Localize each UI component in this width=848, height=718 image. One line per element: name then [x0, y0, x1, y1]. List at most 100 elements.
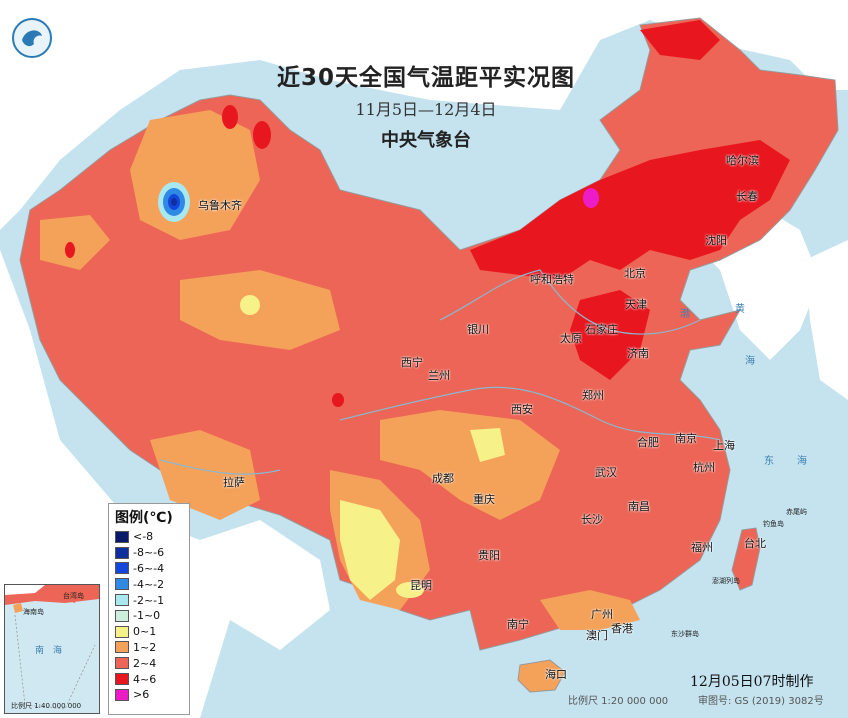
city-label: 福州 [691, 541, 713, 554]
legend-label: -8~-6 [133, 546, 165, 560]
sea-label: 渤 [680, 309, 690, 320]
legend-item: 2~4 [115, 655, 189, 671]
legend-label: 0~1 [133, 625, 157, 639]
inset-island-label: 台湾岛 [63, 592, 84, 600]
map-audit-number: 审图号: GS (2019) 3082号 [698, 696, 824, 707]
anomaly-4to6-regions [65, 20, 790, 407]
city-label: 南宁 [507, 618, 529, 631]
legend-label: 1~2 [133, 640, 157, 654]
japan-land [805, 240, 848, 400]
city-label: 香港 [611, 622, 633, 635]
legend-item: 4~6 [115, 671, 189, 687]
legend-swatch [115, 688, 129, 701]
city-label: 上海 [713, 439, 735, 452]
city-label: 济南 [627, 347, 649, 360]
legend-swatch [115, 594, 129, 607]
city-label: 南京 [675, 432, 697, 445]
city-label: 武汉 [595, 466, 617, 479]
city-label: 海口 [545, 668, 567, 681]
city-label: 成都 [432, 472, 454, 485]
city-label: 广州 [591, 608, 613, 621]
legend-swatch [115, 578, 129, 591]
legend-item: -2~-1 [115, 592, 189, 608]
city-label: 重庆 [473, 493, 495, 506]
inset-sea-label: 海 [53, 646, 63, 656]
legend-item: -8~-6 [115, 545, 189, 561]
anomaly-above6-region [583, 188, 599, 208]
city-label: 台北 [744, 537, 766, 550]
page-title: 近30天全国气温距平实况图 [276, 65, 575, 91]
legend-label: <-8 [133, 530, 154, 544]
city-label: 杭州 [693, 461, 715, 474]
legend-item: -6~-4 [115, 561, 189, 577]
legend-label: 2~4 [133, 656, 157, 670]
inset-map [5, 585, 99, 713]
legend-label: -4~-2 [133, 577, 165, 591]
legend-label: 4~6 [133, 672, 157, 686]
logo-swirl [22, 30, 42, 47]
city-label: 石家庄 [585, 323, 618, 336]
legend: 图例(℃) <-8 -8~-6 -6~-4 -4~-2 -2~-1 -1~0 0~1 1~2 2… [108, 503, 190, 715]
legend-swatch [115, 641, 129, 654]
anomaly-0to1-regions [240, 295, 505, 600]
legend-swatch [115, 546, 129, 559]
city-label: 西安 [511, 403, 533, 416]
taiwan-island [731, 527, 761, 591]
inset-scale: 比例尺 1:40 000 000 [11, 702, 82, 710]
legend-label: -6~-4 [133, 561, 165, 575]
legend-swatch [115, 673, 129, 686]
sea-label: 黄 [735, 304, 745, 315]
legend-title: 图例(℃) [115, 510, 173, 526]
inset-island-label: 海南岛 [23, 608, 44, 616]
city-label: 太原 [560, 332, 582, 345]
city-label: 呼和浩特 [530, 273, 574, 286]
legend-swatch [115, 609, 129, 622]
island-label: 澎湖列岛 [712, 577, 740, 585]
sea-label: 海 [797, 456, 807, 467]
legend-item: -1~0 [115, 608, 189, 624]
legend-item: 1~2 [115, 640, 189, 656]
legend-items: <-8 -8~-6 -6~-4 -4~-2 -2~-1 -1~0 0~1 1~2 2~4 4~6 >… [109, 529, 189, 703]
legend-item: <-8 [115, 529, 189, 545]
hainan-island [517, 659, 566, 693]
south-china-sea-inset: 台湾岛 海南岛 南 海 比例尺 1:40 000 000 [4, 584, 100, 714]
sea-label: 东 [764, 456, 774, 467]
cold-anomaly-spot [158, 182, 190, 222]
date-range: 11月5日—12月4日 [355, 100, 497, 119]
city-label: 天津 [625, 298, 647, 311]
city-label: 银川 [467, 323, 489, 336]
city-label: 昆明 [410, 579, 432, 592]
city-label: 长沙 [581, 513, 603, 526]
city-label: 沈阳 [705, 234, 727, 247]
rivers [159, 269, 721, 475]
legend-label: -2~-1 [133, 593, 165, 607]
legend-label: >6 [133, 688, 150, 702]
city-label: 北京 [624, 267, 646, 280]
island-label: 赤尾屿 [786, 508, 807, 516]
legend-swatch [115, 625, 129, 638]
city-label: 南昌 [628, 500, 650, 513]
inset-sea-label: 南 [35, 646, 45, 656]
neighbor-land-north [0, 0, 848, 230]
city-label: 兰州 [428, 369, 450, 382]
legend-item: -4~-2 [115, 576, 189, 592]
island-label: 东沙群岛 [671, 630, 699, 638]
legend-swatch [115, 657, 129, 670]
city-label: 哈尔滨 [726, 154, 759, 167]
sea-label: 海 [745, 356, 755, 367]
city-label: 拉萨 [223, 476, 245, 489]
legend-label: -1~0 [133, 609, 161, 623]
legend-item: 0~1 [115, 624, 189, 640]
island-label: 钓鱼岛 [763, 520, 784, 528]
city-label: 澳门 [586, 629, 608, 642]
city-label: 郑州 [582, 389, 604, 402]
legend-item: >6 [115, 687, 189, 703]
legend-swatch [115, 530, 129, 543]
production-date: 12月05日07时制作 [690, 674, 814, 690]
city-label: 西宁 [401, 356, 423, 369]
legend-swatch [115, 562, 129, 575]
city-label: 乌鲁木齐 [198, 199, 242, 212]
map-scale: 比例尺 1:20 000 000 [568, 696, 669, 707]
city-label: 合肥 [637, 436, 659, 449]
